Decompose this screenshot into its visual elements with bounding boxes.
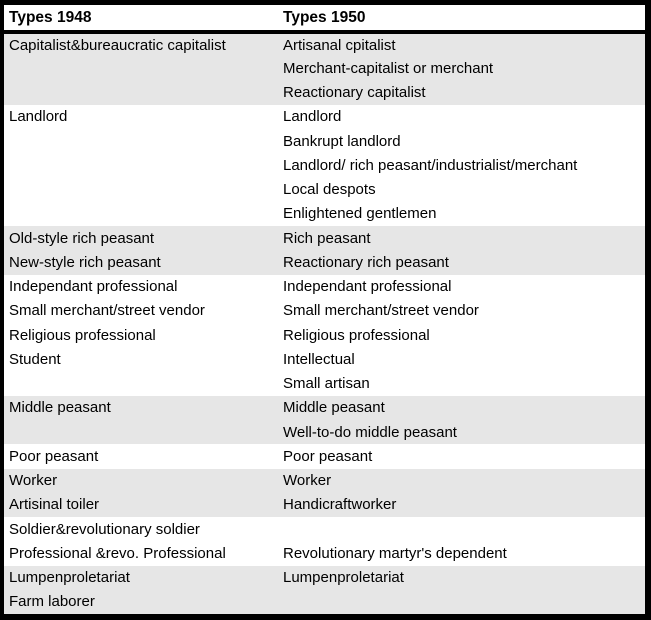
table-row: Worker Worker — [4, 468, 645, 493]
cell-types-1948: Poor peasant — [4, 444, 278, 469]
table-row: Local despots — [4, 177, 645, 202]
cell-types-1950: Small artisan — [278, 371, 645, 396]
cell-types-1950: Handicraftworker — [278, 492, 645, 517]
table-row: Soldier&revolutionary soldier — [4, 517, 645, 542]
table-row: New-style rich peasant Reactionary rich p… — [4, 250, 645, 275]
cell-types-1948: Religious professional — [4, 323, 278, 348]
table-row: Artisinal toiler Handicraftworker — [4, 492, 645, 517]
cell-types-1948 — [4, 371, 278, 396]
table-row: Merchant-capitalist or merchant — [4, 56, 645, 81]
table-row: Independant professional Independant prof… — [4, 274, 645, 299]
cell-types-1948: Worker — [4, 468, 278, 493]
table-row: Old-style rich peasant Rich peasant — [4, 226, 645, 251]
cell-types-1950: Landlord/ rich peasant/industrialist/mer… — [278, 153, 645, 178]
cell-types-1948 — [4, 80, 278, 105]
cell-types-1950: Independant professional — [278, 274, 645, 299]
table-row: Professional &revo. Professional Revoluti… — [4, 541, 645, 566]
header-types-1950: Types 1950 — [278, 5, 645, 34]
table-row: Poor peasant Poor peasant — [4, 444, 645, 469]
cell-types-1948: Artisinal toiler — [4, 492, 278, 517]
cell-types-1950: Intellectual — [278, 347, 645, 372]
cell-types-1948: Middle peasant — [4, 395, 278, 420]
cell-types-1950: Reactionary rich peasant — [278, 250, 645, 275]
cell-types-1948 — [4, 177, 278, 202]
cell-types-1948: Soldier&revolutionary soldier — [4, 517, 278, 542]
cell-types-1950: Middle peasant — [278, 395, 645, 420]
table-row: Farm laborer — [4, 589, 645, 614]
table-row: Bankrupt landlord — [4, 129, 645, 154]
table-row: Landlord/ rich peasant/industrialist/mer… — [4, 153, 645, 178]
cell-types-1948: Professional &revo. Professional — [4, 541, 278, 566]
cell-types-1950: Small merchant/street vendor — [278, 298, 645, 323]
cell-types-1950 — [278, 517, 645, 542]
cell-types-1948 — [4, 420, 278, 445]
table-row: Small artisan — [4, 371, 645, 396]
cell-types-1950: Bankrupt landlord — [278, 129, 645, 154]
cell-types-1948: Student — [4, 347, 278, 372]
cell-types-1950: Worker — [278, 468, 645, 493]
cell-types-1948: Capitalist&bureaucratic capitalist — [4, 32, 278, 57]
table-row: Well-to-do middle peasant — [4, 420, 645, 445]
cell-types-1950: Enlightened gentlemen — [278, 201, 645, 226]
cell-types-1948 — [4, 201, 278, 226]
table-row: Landlord Landlord — [4, 104, 645, 129]
cell-types-1948: Small merchant/street vendor — [4, 298, 278, 323]
cell-types-1948 — [4, 153, 278, 178]
cell-types-1950: Local despots — [278, 177, 645, 202]
header-row: Types 1948 Types 1950 — [4, 5, 645, 34]
table-row: Capitalist&bureaucratic capitalist Artisa… — [4, 32, 645, 57]
cell-types-1950: Lumpenproletariat — [278, 565, 645, 590]
cell-types-1950: Rich peasant — [278, 226, 645, 251]
cell-types-1948: Old-style rich peasant — [4, 226, 278, 251]
table-row: Religious professional Religious professi… — [4, 323, 645, 348]
table-body: Capitalist&bureaucratic capitalist Artisa… — [4, 32, 645, 614]
table-row: Lumpenproletariat Lumpenproletariat — [4, 565, 645, 590]
cell-types-1950: Poor peasant — [278, 444, 645, 469]
cell-types-1950: Merchant-capitalist or merchant — [278, 56, 645, 81]
cell-types-1948 — [4, 56, 278, 81]
cell-types-1950: Well-to-do middle peasant — [278, 420, 645, 445]
table-row: Reactionary capitalist — [4, 80, 645, 105]
cell-types-1948: Landlord — [4, 104, 278, 129]
cell-types-1948 — [4, 129, 278, 154]
cell-types-1948: Farm laborer — [4, 589, 278, 614]
table-row: Enlightened gentlemen — [4, 201, 645, 226]
table-header: Types 1948 Types 1950 — [4, 5, 645, 34]
table-row: Student Intellectual — [4, 347, 645, 372]
cell-types-1950: Reactionary capitalist — [278, 80, 645, 105]
cell-types-1950: Religious professional — [278, 323, 645, 348]
table-row: Small merchant/street vendor Small mercha… — [4, 298, 645, 323]
cell-types-1948: Independant professional — [4, 274, 278, 299]
table-row: Middle peasant Middle peasant — [4, 395, 645, 420]
cell-types-1950: Landlord — [278, 104, 645, 129]
cell-types-1948: New-style rich peasant — [4, 250, 278, 275]
header-types-1948: Types 1948 — [4, 5, 278, 34]
cell-types-1948: Lumpenproletariat — [4, 565, 278, 590]
cell-types-1950: Artisanal cpitalist — [278, 32, 645, 57]
cell-types-1950 — [278, 589, 645, 614]
types-comparison-table: Types 1948 Types 1950 Capitalist&bureauc… — [4, 5, 645, 614]
cell-types-1950: Revolutionary martyr's dependent — [278, 541, 645, 566]
